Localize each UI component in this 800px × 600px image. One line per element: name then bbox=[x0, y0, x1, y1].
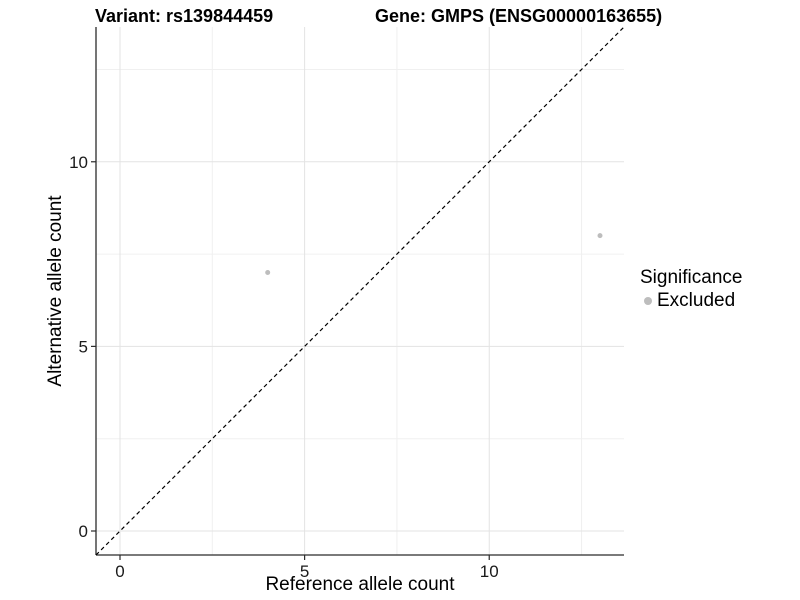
data-point bbox=[265, 270, 271, 276]
variant-title: Variant: rs139844459 bbox=[95, 6, 274, 26]
x-tick-label: 10 bbox=[480, 562, 499, 581]
excluded-point-icon bbox=[644, 297, 652, 305]
y-tick-label: 10 bbox=[69, 153, 88, 172]
gene-title: Gene: GMPS (ENSG00000163655) bbox=[375, 6, 663, 26]
y-axis-title: Alternative allele count bbox=[45, 195, 66, 387]
x-tick-label: 5 bbox=[300, 562, 309, 581]
legend-item-label: Excluded bbox=[657, 290, 736, 311]
legend-item-excluded: Excluded bbox=[640, 290, 742, 312]
legend: Significance Excluded bbox=[640, 266, 742, 312]
legend-title: Significance bbox=[640, 267, 743, 288]
data-point bbox=[597, 233, 603, 239]
identity-dashed-line bbox=[95, 26, 625, 556]
y-tick-label: 5 bbox=[79, 337, 88, 356]
x-tick-label: 0 bbox=[115, 562, 124, 581]
x-axis-title: Reference allele count bbox=[265, 574, 455, 595]
y-tick-label: 0 bbox=[79, 522, 88, 541]
